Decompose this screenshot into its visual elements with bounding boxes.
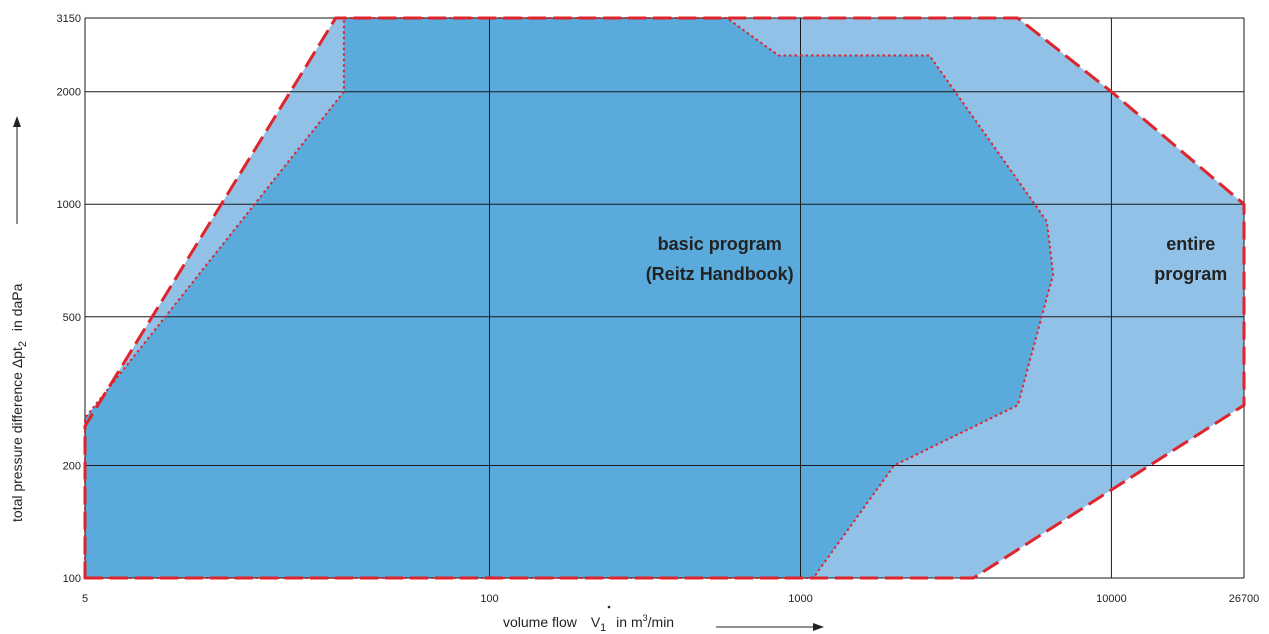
x-axis-symbol-dot: [607, 605, 611, 609]
y-axis-title-suffix: in daPa: [9, 283, 25, 331]
outline-entire-program: [83, 16, 1246, 580]
x-axis-title-prefix: volume flow: [503, 614, 578, 630]
region-label-line: basic program: [658, 234, 782, 254]
svg-text:volume flow V1 in: volume flow V1 in m3/min: [503, 613, 674, 634]
x-tick-label: 5: [82, 593, 88, 605]
regions: [85, 18, 1244, 578]
region-label-basic-program-reitz-handbook: basic program (Reitz Handbook): [646, 234, 794, 284]
x-axis-title-mid: in m: [616, 614, 642, 630]
region-label-line: program: [1154, 264, 1227, 284]
y-axis-title-prefix: total pressure difference Δpt: [9, 347, 25, 522]
x-tick-label: 26700: [1229, 593, 1260, 605]
x-axis-title-superscript: 3: [643, 613, 648, 623]
region-basic-program-reitz-handbook: [85, 18, 1054, 578]
x-axis-title: volume flow V1 in m3/min: [503, 605, 824, 634]
region-label-line: entire: [1166, 234, 1215, 254]
region-label-entire-program: entire program: [1154, 234, 1227, 284]
y-tick-label: 3150: [57, 13, 81, 25]
y-tick-label: 100: [63, 573, 81, 585]
x-axis-title-subscript: 1: [600, 622, 606, 634]
y-tick-label: 1000: [57, 199, 81, 211]
y-axis-title-subscript: 2: [17, 341, 29, 347]
x-axis-arrow-head: [813, 623, 824, 631]
y-axis-title: total pressure difference Δpt2 in daPa: [9, 116, 29, 522]
y-tick-label: 500: [63, 312, 81, 324]
y-tick-label: 2000: [57, 87, 81, 99]
y-tick-label: 200: [63, 461, 81, 473]
x-tick-label: 1000: [788, 593, 812, 605]
y-axis-arrow-head: [13, 116, 21, 127]
region-labels: entire program basic program (Reitz Handboo…: [646, 234, 1228, 284]
x-tick-label: 100: [480, 593, 498, 605]
x-axis-title-suffix: /min: [648, 614, 674, 630]
svg-text:total pressure difference Δpt2: total pressure difference Δpt2 in daPa: [9, 283, 29, 522]
x-tick-label: 10000: [1096, 593, 1127, 605]
region-label-line: (Reitz Handbook): [646, 264, 794, 284]
region-outlines: [83, 16, 1246, 580]
x-axis-title-symbol: V: [591, 614, 601, 630]
